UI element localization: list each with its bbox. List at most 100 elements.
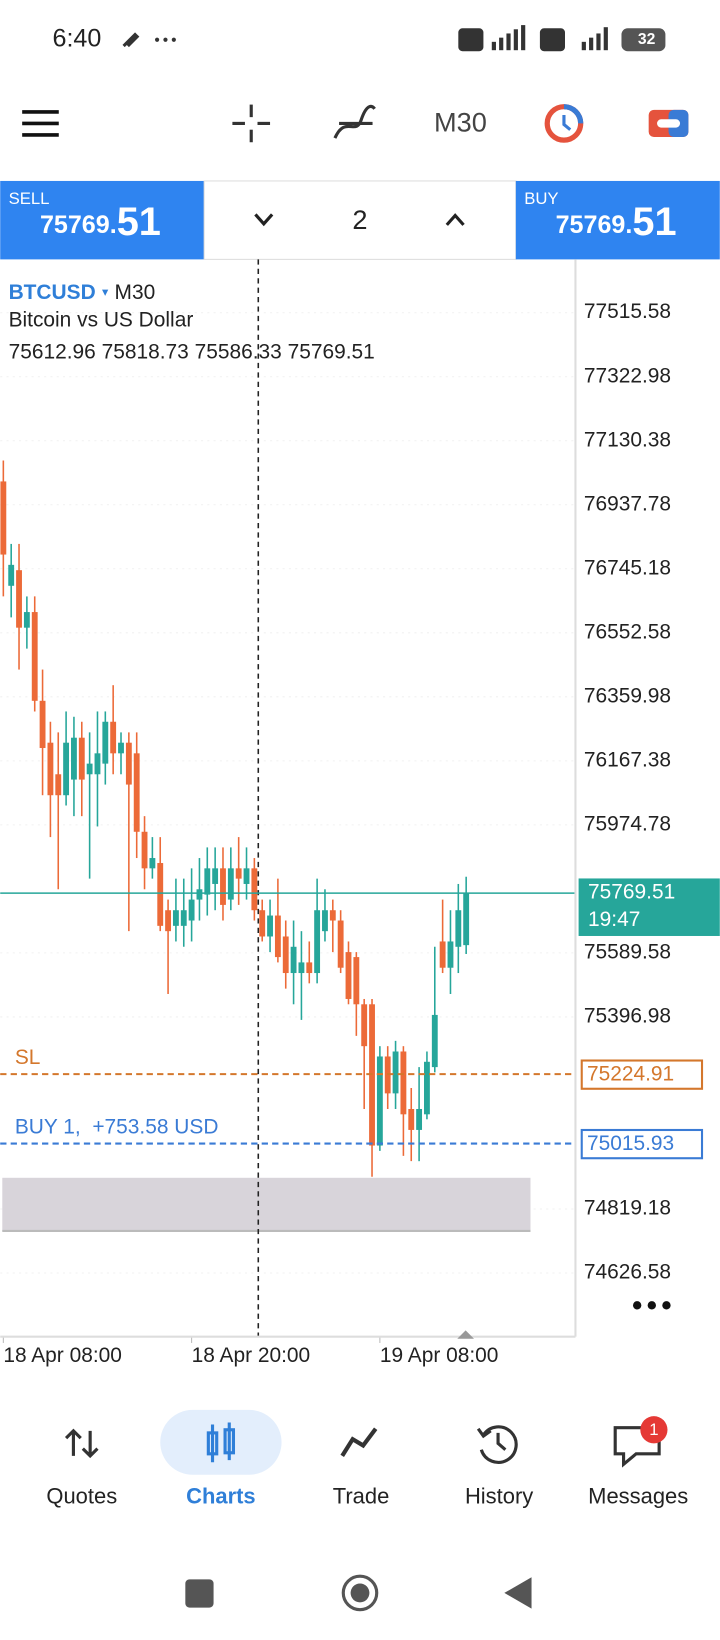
y-tick-label: 76937.78 — [584, 492, 671, 515]
nav-label[interactable]: Trade — [333, 1484, 390, 1509]
y-tick-label: 76745.18 — [584, 556, 671, 579]
home-button[interactable] — [341, 1574, 379, 1612]
menu-button[interactable] — [22, 110, 59, 137]
price-label-bg — [578, 878, 720, 936]
candle-body — [345, 952, 352, 999]
nav-label[interactable]: History — [465, 1484, 533, 1509]
timeframe-button[interactable]: M30 — [434, 107, 487, 138]
y-tick-label: 75974.78 — [584, 812, 671, 835]
candle-body — [353, 957, 360, 1005]
candle-body — [149, 858, 156, 869]
candle-body — [416, 1108, 423, 1130]
chart-info: BTCUSD ▾ M30 — [9, 280, 156, 303]
candle-body — [455, 910, 462, 947]
ohlc-close: 75769.51 — [288, 340, 375, 363]
back-button[interactable] — [504, 1577, 532, 1609]
y-tick-label: 75589.58 — [584, 940, 671, 963]
candle-body — [8, 564, 15, 586]
candle-body — [400, 1051, 407, 1115]
order-line-label: BUY 1, +753.58 USD — [15, 1115, 219, 1138]
more-button[interactable] — [632, 1301, 671, 1310]
symbol: BTCUSD — [9, 280, 96, 303]
candle-body — [322, 910, 328, 932]
x-tick-label: 18 Apr 20:00 — [192, 1344, 311, 1367]
sell-price-main: 75769. — [40, 211, 117, 239]
indicators-button[interactable] — [333, 104, 376, 139]
trade-icon[interactable] — [340, 1427, 378, 1458]
battery-level: 32 — [638, 31, 656, 48]
buy-price-main: 75769. — [556, 211, 633, 239]
candle-body — [267, 915, 273, 937]
y-tick-label: 74626.58 — [584, 1261, 671, 1284]
sell-price: 75769.51 — [40, 199, 161, 243]
badge — [640, 1416, 668, 1444]
timeframe: M30 — [115, 280, 156, 303]
candle-body — [180, 910, 187, 926]
x-tick-label: 19 Apr 08:00 — [380, 1344, 499, 1367]
zone — [2, 1177, 531, 1231]
candle-body — [298, 962, 305, 974]
candle-body — [463, 893, 470, 946]
candle-body — [424, 1061, 430, 1115]
order-price-box — [580, 1128, 704, 1160]
candle-body — [31, 612, 38, 701]
candle-body — [235, 868, 242, 879]
order-price: 75015.93 — [587, 1132, 674, 1155]
bottom-nav: Quotes Charts Trade History Messages — [46, 1484, 688, 1509]
y-tick-label: 76359.98 — [584, 684, 671, 707]
nav-label[interactable]: Quotes — [46, 1484, 117, 1509]
buy-button[interactable] — [515, 180, 720, 260]
objects-button[interactable] — [544, 104, 584, 143]
ohlc-high: 75818.73 — [102, 340, 189, 363]
volume-up[interactable] — [445, 213, 465, 226]
ohlc-low: 75586.33 — [195, 340, 282, 363]
symbol-dropdown[interactable]: ▾ — [102, 285, 109, 299]
ohlc-open: 75612.96 — [9, 340, 96, 363]
recents-button[interactable] — [185, 1579, 214, 1608]
candle-body — [157, 863, 164, 926]
nav-label[interactable]: Messages — [588, 1484, 688, 1509]
candle-body — [165, 910, 172, 932]
order-price-box — [580, 1059, 704, 1090]
candle-body — [306, 962, 313, 974]
candle-body — [118, 742, 124, 754]
y-tick-label: 75396.98 — [584, 1004, 671, 1027]
charts-icon[interactable] — [206, 1422, 236, 1463]
active-tab-highlight — [160, 1409, 282, 1475]
history-icon[interactable] — [476, 1425, 518, 1464]
candle-body — [243, 868, 250, 884]
candle-body — [0, 481, 7, 555]
y-tick-label: 74819.18 — [584, 1197, 671, 1220]
candle-body — [329, 910, 336, 921]
bar-timer: 19:47 — [588, 908, 640, 931]
candle-body — [290, 946, 297, 974]
candle-body — [314, 910, 321, 974]
scroll-marker[interactable] — [457, 1330, 475, 1339]
sell-label: SELL — [9, 189, 50, 208]
candle-body — [102, 721, 109, 764]
candle-body — [212, 868, 219, 884]
status-icons — [122, 25, 666, 52]
candle-body — [274, 915, 281, 958]
x-tick-label: 18 Apr 08:00 — [3, 1344, 122, 1367]
sell-button[interactable] — [0, 180, 205, 260]
candle-body — [16, 570, 22, 628]
buy-price-pips: 51 — [632, 199, 676, 243]
quotes-icon[interactable] — [64, 1428, 99, 1459]
volume-down[interactable] — [254, 213, 274, 227]
candle-body — [71, 737, 77, 780]
sell-price-pips: 51 — [117, 199, 161, 243]
candle-body — [125, 742, 132, 785]
trade-button[interactable] — [648, 109, 689, 138]
candle-body — [408, 1108, 415, 1130]
y-tick-label: 77130.38 — [584, 428, 671, 451]
candle-body — [78, 737, 85, 780]
crosshair-button[interactable] — [232, 104, 271, 143]
candle-body — [259, 910, 266, 937]
y-tick-label: 77322.98 — [584, 364, 671, 387]
candle-body — [220, 868, 226, 905]
nav-label[interactable]: Charts — [186, 1484, 256, 1509]
candle-body — [141, 831, 148, 869]
